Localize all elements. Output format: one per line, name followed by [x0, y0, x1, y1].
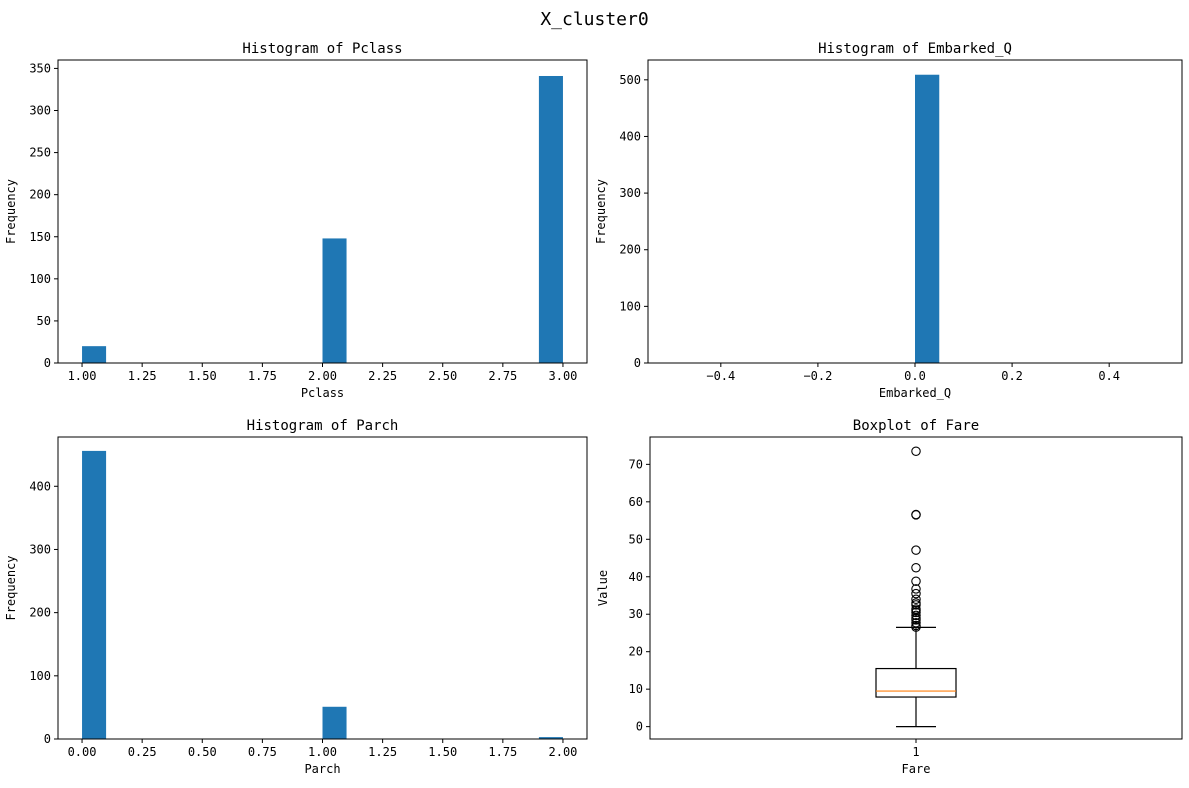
outlier-point-17	[911, 545, 921, 555]
y-tick-label: 30	[629, 607, 643, 621]
outlier-point-20	[911, 446, 921, 456]
outlier-point-15	[911, 576, 921, 587]
y-tick-label: 0	[44, 356, 51, 370]
y-tick-label: 0	[634, 356, 641, 370]
x-tick-label: 1.75	[488, 745, 517, 759]
x-axis-label: Embarked_Q	[879, 386, 951, 400]
outlier-point-12	[911, 594, 921, 604]
y-tick-label: 250	[29, 146, 51, 160]
x-tick-label: 0.75	[248, 745, 277, 759]
histogram-bar-2	[322, 238, 347, 363]
outlier-point-3	[911, 618, 921, 628]
y-tick-label: 400	[29, 479, 51, 493]
panel-title: Histogram of Pclass	[242, 41, 402, 57]
y-tick-label: 500	[619, 73, 641, 87]
x-tick-label: 2.00	[308, 369, 337, 383]
outlier-point-6	[911, 610, 921, 621]
y-tick-label: 400	[619, 129, 641, 143]
outlier-point-2	[911, 620, 921, 631]
y-tick-label: 300	[619, 186, 641, 200]
y-tick-label: 70	[629, 457, 643, 471]
y-tick-label: 200	[29, 606, 51, 620]
x-tick-label: 1.00	[68, 369, 97, 383]
figure-title: X_cluster0	[540, 9, 648, 30]
y-tick-label: 0	[636, 720, 643, 734]
y-tick-label: 350	[29, 61, 51, 75]
outlier-point-14	[911, 584, 921, 594]
axes-frame	[57, 436, 588, 740]
histogram-bar-1	[82, 450, 107, 739]
panel-title: Boxplot of Fare	[853, 418, 979, 434]
outlier-point-13	[911, 588, 921, 599]
chart-panel-1: 1.00 1.25 1.50 1.75 2.00 2.25 2.50 2.75 3.00 0 50 1…	[4, 41, 588, 400]
x-axis-label: Parch	[304, 762, 340, 776]
x-tick-label: 1.00	[308, 745, 337, 759]
y-tick-label: 300	[29, 542, 51, 556]
x-tick-label: 2.50	[428, 369, 457, 383]
y-axis-label: Frequency	[594, 179, 608, 244]
outlier-point-19	[911, 509, 921, 520]
y-tick-label: 300	[29, 104, 51, 118]
x-tick-label: 1.50	[188, 369, 217, 383]
x-tick-label: 0.0	[904, 369, 926, 383]
x-tick-label: 1.50	[428, 745, 457, 759]
outlier-point-11	[911, 598, 921, 608]
outlier-point-9	[911, 604, 921, 614]
outlier-point-16	[911, 563, 921, 573]
x-tick-label: 1	[912, 745, 919, 759]
x-tick-label: 0.50	[188, 745, 217, 759]
histogram-bar-3	[538, 737, 563, 739]
x-tick-label: −0.4	[706, 369, 735, 383]
histogram-bar-1	[915, 74, 940, 364]
histogram-bar-3	[538, 75, 563, 363]
x-tick-label: 2.75	[488, 369, 517, 383]
x-tick-label: 0.4	[1098, 369, 1120, 383]
x-tick-label: 3.00	[549, 369, 578, 383]
x-tick-label: 2.00	[549, 745, 578, 759]
x-tick-label: −0.2	[803, 369, 832, 383]
y-tick-label: 150	[29, 230, 51, 244]
x-tick-label: 0.2	[1001, 369, 1023, 383]
x-axis-label: Pclass	[301, 386, 344, 400]
y-tick-label: 40	[629, 570, 643, 584]
x-tick-label: 1.25	[128, 369, 157, 383]
y-tick-label: 60	[629, 495, 643, 509]
axes-frame	[649, 436, 1183, 740]
y-axis-label: Value	[596, 570, 610, 606]
chart-panel-3: 0.00 0.25 0.50 0.75 1.00 1.25 1.50 1.75 2.00 0 100…	[4, 418, 588, 776]
y-tick-label: 200	[29, 188, 51, 202]
box-iqr	[875, 667, 957, 698]
x-tick-label: 0.25	[128, 745, 157, 759]
y-axis-label: Frequency	[4, 555, 18, 620]
y-tick-label: 100	[29, 669, 51, 683]
x-tick-label: 1.25	[368, 745, 397, 759]
outlier-point-5	[911, 613, 921, 623]
y-tick-label: 0	[44, 732, 51, 746]
panel-title: Histogram of Embarked_Q	[818, 41, 1012, 57]
x-axis-label: Fare	[902, 762, 931, 776]
histogram-bar-1	[82, 346, 107, 363]
histogram-bar-2	[322, 706, 347, 739]
x-tick-label: 2.25	[368, 369, 397, 383]
y-tick-label: 100	[29, 272, 51, 286]
y-axis-label: Frequency	[4, 179, 18, 244]
y-tick-label: 50	[629, 532, 643, 546]
x-tick-label: 0.00	[68, 745, 97, 759]
y-tick-label: 200	[619, 243, 641, 257]
y-tick-label: 10	[629, 682, 643, 696]
y-tick-label: 50	[37, 314, 51, 328]
y-tick-label: 100	[619, 299, 641, 313]
panel-title: Histogram of Parch	[247, 418, 399, 434]
x-tick-label: 1.75	[248, 369, 277, 383]
chart-panel-2: −0.4 −0.2 0.0 0.2 0.4 0 100 200 300 400 500 Histogr…	[594, 41, 1183, 400]
y-tick-label: 20	[629, 645, 643, 659]
